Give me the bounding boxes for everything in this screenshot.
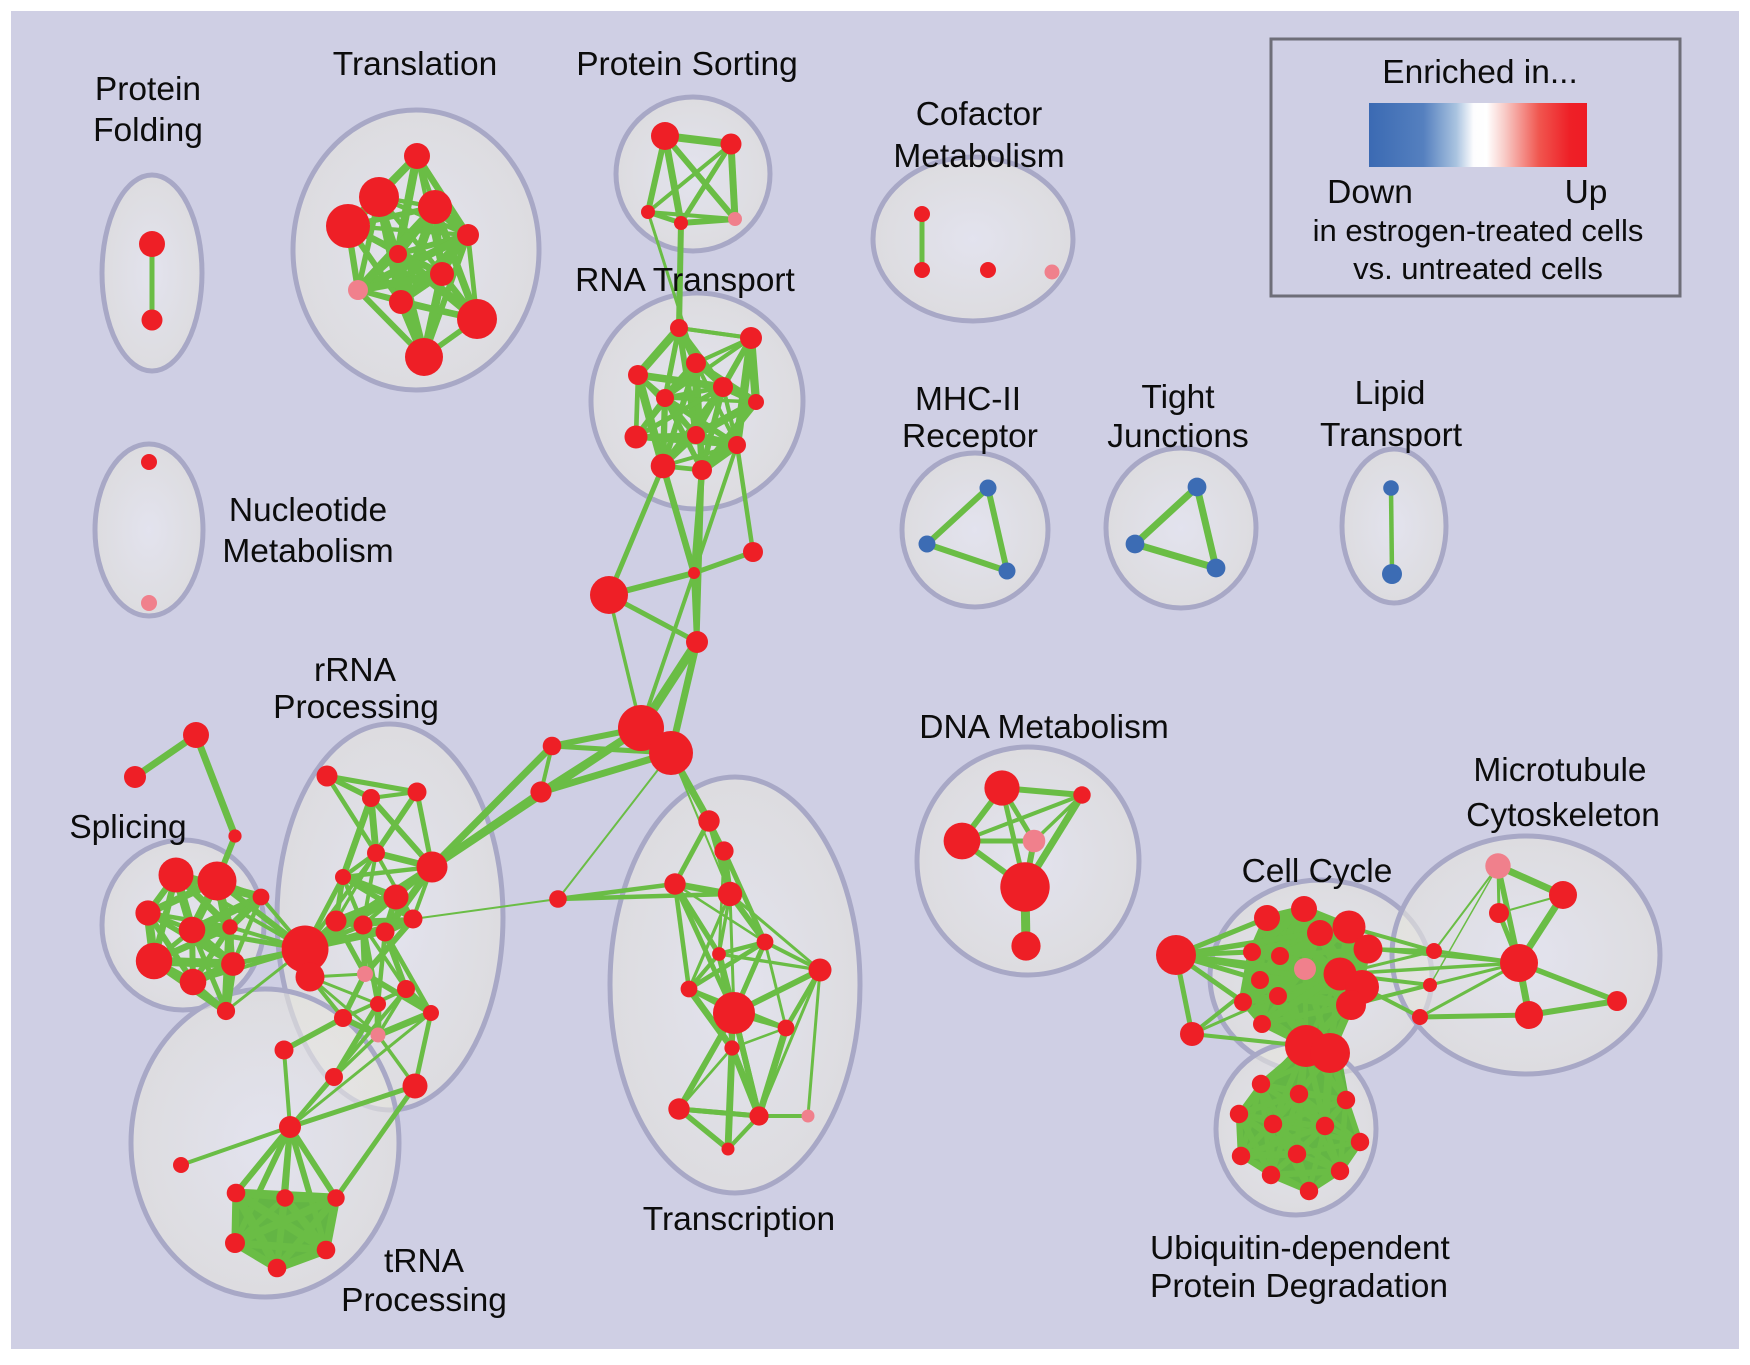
- svg-text:Receptor: Receptor: [902, 418, 1038, 455]
- svg-text:tRNA: tRNA: [384, 1243, 465, 1280]
- svg-text:Protein Degradation: Protein Degradation: [1150, 1268, 1448, 1305]
- svg-text:Processing: Processing: [273, 689, 439, 726]
- svg-text:Splicing: Splicing: [69, 809, 186, 846]
- svg-text:Down: Down: [1327, 174, 1413, 211]
- svg-text:Protein: Protein: [95, 71, 201, 108]
- svg-text:Ubiquitin-dependent: Ubiquitin-dependent: [1150, 1230, 1451, 1267]
- svg-text:Cytoskeleton: Cytoskeleton: [1466, 797, 1660, 834]
- svg-text:Processing: Processing: [341, 1282, 507, 1319]
- svg-text:RNA Transport: RNA Transport: [575, 262, 795, 299]
- svg-text:Transcription: Transcription: [643, 1201, 835, 1238]
- svg-text:Folding: Folding: [93, 112, 203, 149]
- svg-text:Cell Cycle: Cell Cycle: [1242, 853, 1393, 890]
- svg-text:Microtubule: Microtubule: [1473, 752, 1646, 789]
- svg-text:Cofactor: Cofactor: [916, 96, 1043, 133]
- svg-text:rRNA: rRNA: [314, 652, 397, 689]
- svg-text:Protein Sorting: Protein Sorting: [576, 46, 798, 83]
- svg-text:vs. untreated cells: vs. untreated cells: [1353, 251, 1603, 286]
- svg-text:Transport: Transport: [1320, 417, 1463, 454]
- svg-text:Enriched in...: Enriched in...: [1382, 54, 1578, 91]
- svg-text:Translation: Translation: [333, 46, 497, 83]
- svg-text:MHC-II: MHC-II: [915, 381, 1021, 418]
- svg-text:DNA Metabolism: DNA Metabolism: [919, 709, 1168, 746]
- svg-text:Metabolism: Metabolism: [893, 138, 1064, 175]
- svg-text:Metabolism: Metabolism: [222, 533, 393, 570]
- svg-text:Junctions: Junctions: [1107, 418, 1249, 455]
- svg-text:Lipid: Lipid: [1355, 375, 1426, 412]
- svg-text:in estrogen-treated cells: in estrogen-treated cells: [1313, 213, 1644, 248]
- svg-text:Tight: Tight: [1141, 379, 1215, 416]
- svg-text:Nucleotide: Nucleotide: [229, 492, 387, 529]
- svg-text:Up: Up: [1565, 174, 1608, 211]
